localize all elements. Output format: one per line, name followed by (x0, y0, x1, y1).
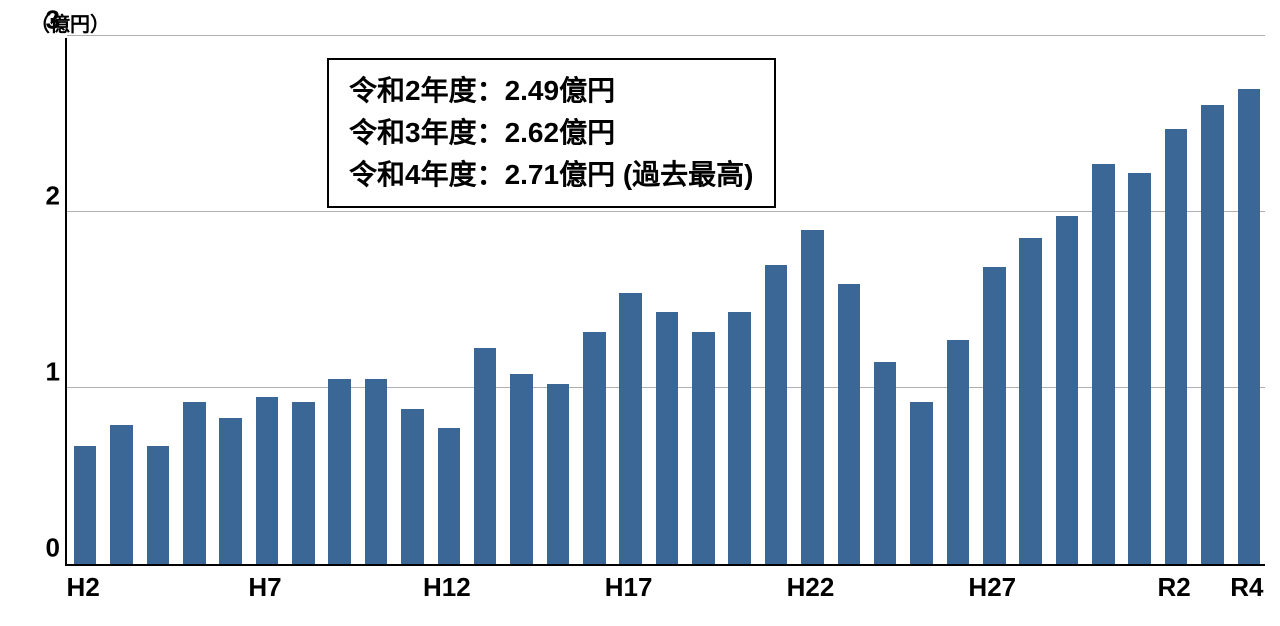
bar (619, 293, 642, 564)
bar (328, 379, 351, 564)
x-tick-label: H17 (605, 572, 653, 603)
bar (183, 402, 206, 564)
x-tick-label: R2 (1157, 572, 1190, 603)
bar (947, 340, 970, 564)
bar (1019, 238, 1042, 564)
x-tick-label: H12 (423, 572, 471, 603)
bar (838, 284, 861, 564)
bar (583, 332, 606, 564)
bar (1092, 164, 1115, 564)
x-tick-label: H22 (787, 572, 835, 603)
y-tick-label: 1 (30, 357, 60, 388)
bar (910, 402, 933, 564)
bar (1056, 216, 1079, 564)
bar (801, 230, 824, 564)
bar (765, 265, 788, 564)
y-tick-label: 3 (30, 5, 60, 36)
bar-chart: 令和2年度：2.49億円令和3年度：2.62億円令和4年度：2.71億円 (過去… (65, 38, 1265, 566)
annotation-box: 令和2年度：2.49億円令和3年度：2.62億円令和4年度：2.71億円 (過去… (327, 58, 776, 208)
x-tick-label: H2 (67, 572, 100, 603)
x-tick-label: H27 (968, 572, 1016, 603)
bar (74, 446, 97, 564)
bar (147, 446, 170, 564)
bar (1238, 89, 1261, 564)
bar (256, 397, 279, 564)
bar (219, 418, 242, 564)
bar (874, 362, 897, 564)
gridline (67, 35, 1265, 36)
bar (1165, 129, 1188, 564)
bar (401, 409, 424, 564)
y-tick-label: 0 (30, 533, 60, 564)
x-tick-label: R4 (1230, 572, 1263, 603)
annotation-line: 令和3年度：2.62億円 (349, 112, 754, 154)
bar (656, 312, 679, 564)
bar (1128, 173, 1151, 564)
bar (728, 312, 751, 564)
plot-region: 令和2年度：2.49億円令和3年度：2.62億円令和4年度：2.71億円 (過去… (65, 38, 1265, 566)
annotation-line: 令和4年度：2.71億円 (過去最高) (349, 154, 754, 196)
bar (438, 428, 461, 564)
bar (510, 374, 533, 564)
bar (692, 332, 715, 564)
bar (1201, 105, 1224, 564)
bar (474, 348, 497, 564)
bar (365, 379, 388, 564)
bar (983, 267, 1006, 564)
x-tick-label: H7 (248, 572, 281, 603)
bar (547, 384, 570, 564)
annotation-line: 令和2年度：2.49億円 (349, 70, 754, 112)
y-tick-label: 2 (30, 181, 60, 212)
bar (292, 402, 315, 564)
bar (110, 425, 133, 564)
